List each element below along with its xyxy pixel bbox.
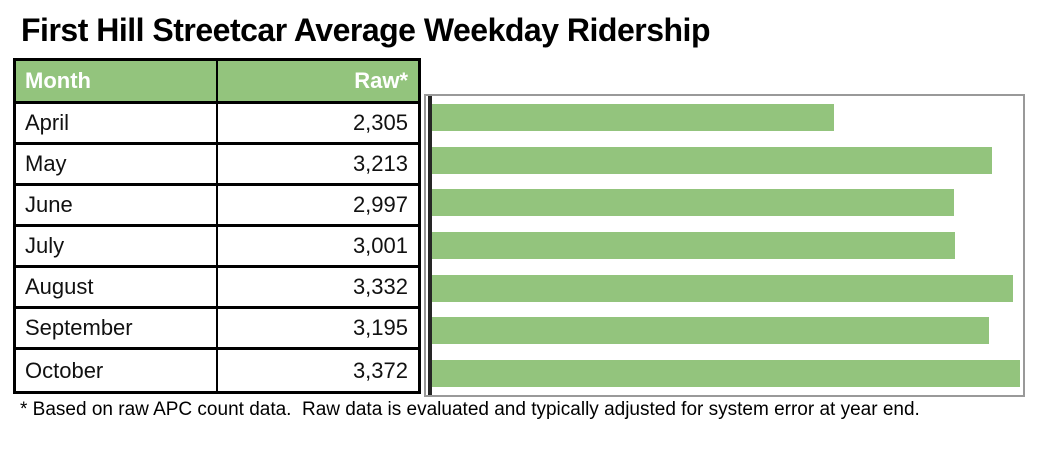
page-title: First Hill Streetcar Average Weekday Rid… [21,12,710,48]
column-header-raw: Raw* [354,68,408,93]
month-cell: July [16,227,218,265]
table-header-row: Month Raw* [16,61,418,104]
month-cell: October [16,350,218,391]
table-row: April 2,305 [16,104,418,145]
bar-october [432,360,1020,388]
raw-value-cell: 3,001 [352,233,408,258]
bar-slot-september [432,310,1021,353]
bar-slot-october [432,352,1021,395]
raw-value-cell: 2,997 [352,192,408,217]
ridership-table: Month Raw* April 2,305 May 3,213 June 2,… [13,58,421,394]
bar-september [432,317,989,345]
table-body: April 2,305 May 3,213 June 2,997 July 3,… [16,104,418,391]
month-cell: August [16,268,218,306]
bar-july [432,232,955,260]
table-row: May 3,213 [16,145,418,186]
bar-may [432,146,992,174]
bar-slot-july [432,224,1021,267]
chart-value-axis [428,96,432,395]
table-row: June 2,997 [16,186,418,227]
footnote: * Based on raw APC count data. Raw data … [20,399,920,420]
raw-value-cell: 3,195 [352,315,408,340]
table-row: September 3,195 [16,309,418,350]
column-header-month: Month [16,61,218,101]
month-cell: September [16,309,218,347]
chart-plot-area [432,96,1021,395]
bar-slot-may [432,139,1021,182]
bar-slot-june [432,181,1021,224]
month-cell: June [16,186,218,224]
raw-value-cell: 3,213 [352,151,408,176]
bar-august [432,274,1013,302]
month-cell: April [16,104,218,142]
raw-value-cell: 3,372 [352,357,408,383]
bar-june [432,189,955,217]
table-row: August 3,332 [16,268,418,309]
month-cell: May [16,145,218,183]
table-row: July 3,001 [16,227,418,268]
raw-value-cell: 2,305 [352,110,408,135]
bar-slot-august [432,267,1021,310]
bar-slot-april [432,96,1021,139]
table-row: October 3,372 [16,350,418,391]
raw-value-cell: 3,332 [352,274,408,299]
ridership-bar-chart [424,94,1025,397]
bar-april [432,103,834,131]
